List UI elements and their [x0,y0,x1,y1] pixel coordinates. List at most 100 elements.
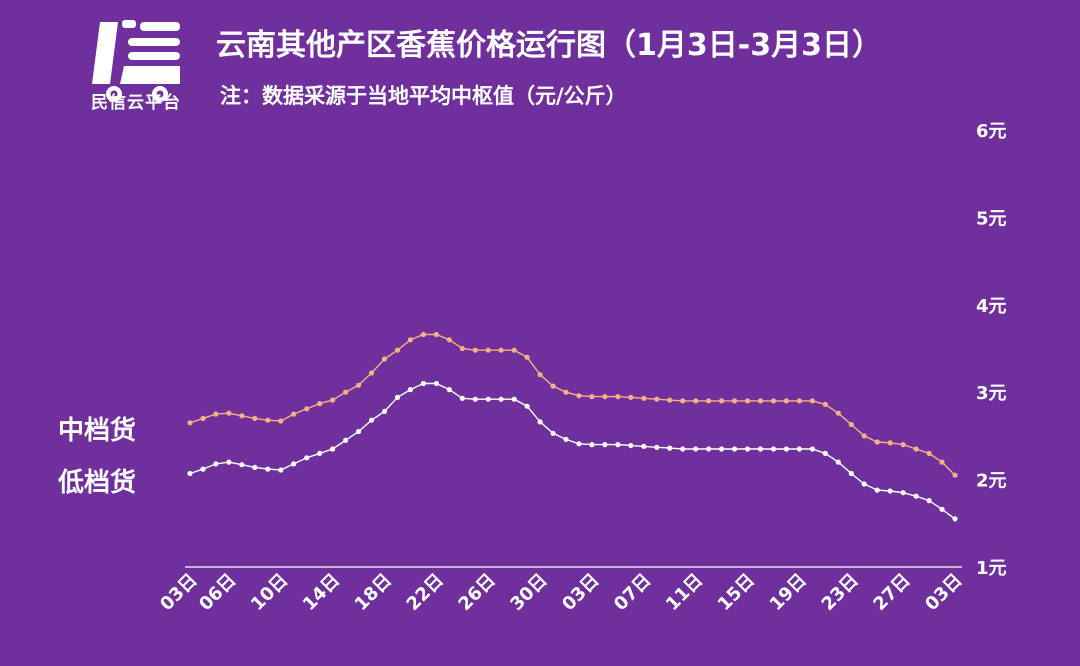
data-point-mid-grade [848,421,854,428]
series-line-low-grade [189,382,956,520]
data-point-mid-grade [252,415,258,421]
data-point-low-grade [693,446,699,452]
data-point-low-grade [926,498,932,504]
data-point-low-grade [330,446,336,452]
chart-subtitle: 注：数据采源于当地平均中枢值（元/公斤） [220,84,627,108]
data-point-low-grade [680,446,686,452]
data-point-low-grade [278,467,284,473]
data-point-low-grade [887,488,893,494]
data-point-low-grade [213,461,219,467]
data-point-mid-grade [200,415,206,421]
data-point-low-grade [783,446,790,452]
data-point-low-grade [343,437,349,443]
series-layer [187,331,958,522]
data-point-low-grade [252,464,258,470]
chart-title: 云南其他产区香蕉价格运行图（1月3日-3月3日） [216,28,882,63]
data-point-low-grade [381,408,388,414]
data-point-mid-grade [343,389,349,395]
data-point-mid-grade [524,354,530,360]
data-point-mid-grade [835,410,841,416]
data-point-low-grade [524,403,530,409]
data-point-mid-grade [654,396,660,402]
data-point-mid-grade [706,398,712,404]
data-point-mid-grade [952,472,958,478]
data-point-low-grade [563,436,569,442]
data-point-low-grade [472,396,478,402]
data-point-mid-grade [187,420,193,426]
x-tick-label: 03日 [156,570,201,615]
data-point-mid-grade [913,446,919,452]
data-point-mid-grade [368,370,375,376]
data-point-low-grade [368,417,375,423]
data-point-low-grade [433,380,439,387]
data-point-mid-grade [822,401,828,407]
data-point-low-grade [706,446,712,452]
data-point-low-grade [952,516,958,522]
y-tick-label: 3元 [976,383,1007,404]
series-label-mid-grade: 中档货 [58,416,137,446]
data-point-mid-grade [381,356,388,362]
data-point-mid-grade [680,398,686,404]
data-point-low-grade [641,443,647,449]
x-tick-label: 10日 [247,570,292,615]
data-point-mid-grade [939,459,945,465]
data-point-mid-grade [589,394,595,400]
x-tick-label: 23日 [818,570,863,615]
data-point-mid-grade [602,394,608,400]
data-point-low-grade [615,442,621,448]
data-point-mid-grade [317,401,323,407]
x-tick-label: 30日 [506,570,551,615]
data-point-mid-grade [291,411,297,417]
x-tick-label: 06日 [195,570,240,615]
data-point-mid-grade [770,398,777,404]
data-point-mid-grade [732,398,738,404]
data-point-mid-grade [926,450,932,456]
data-point-mid-grade [537,372,543,378]
x-tick-label: 11日 [662,570,707,615]
data-point-mid-grade [667,397,673,403]
logo-text: 民信云平台 [91,93,181,113]
data-point-low-grade [498,396,504,402]
data-point-low-grade [550,430,556,436]
data-point-mid-grade [809,398,816,404]
data-point-low-grade [602,442,608,448]
data-point-mid-grade [498,347,504,353]
data-point-low-grade [407,387,413,393]
x-tick-label: 26日 [454,570,499,615]
x-tick-label: 18日 [351,570,396,615]
data-point-low-grade [900,490,906,496]
data-point-low-grade [719,446,725,452]
data-point-mid-grade [213,411,219,417]
data-point-low-grade [394,394,401,400]
data-point-low-grade [822,450,828,456]
data-point-low-grade [356,428,362,435]
data-point-low-grade [861,481,867,487]
series-line-mid-grade [189,333,956,476]
data-point-mid-grade [719,398,725,404]
data-point-mid-grade [459,345,465,352]
data-point-low-grade [317,450,323,456]
data-point-mid-grade [472,347,478,353]
data-point-low-grade [732,446,738,452]
data-point-low-grade [939,506,945,512]
x-tick-label: 19日 [766,570,811,615]
data-point-low-grade [848,470,854,477]
data-point-mid-grade [550,383,556,389]
data-point-low-grade [589,442,595,448]
data-point-mid-grade [239,413,245,419]
data-point-mid-grade [485,347,491,353]
data-point-low-grade [265,466,271,472]
data-point-low-grade [796,446,803,452]
x-tick-label: 15日 [714,570,759,615]
y-tick-label: 1元 [976,558,1007,579]
data-point-mid-grade [407,337,413,343]
data-point-low-grade [874,487,880,493]
data-point-low-grade [446,387,452,393]
y-tick-label: 5元 [976,208,1007,229]
data-point-low-grade [770,446,777,452]
data-point-low-grade [485,396,491,402]
data-point-low-grade [757,446,764,452]
data-point-mid-grade [394,347,401,353]
